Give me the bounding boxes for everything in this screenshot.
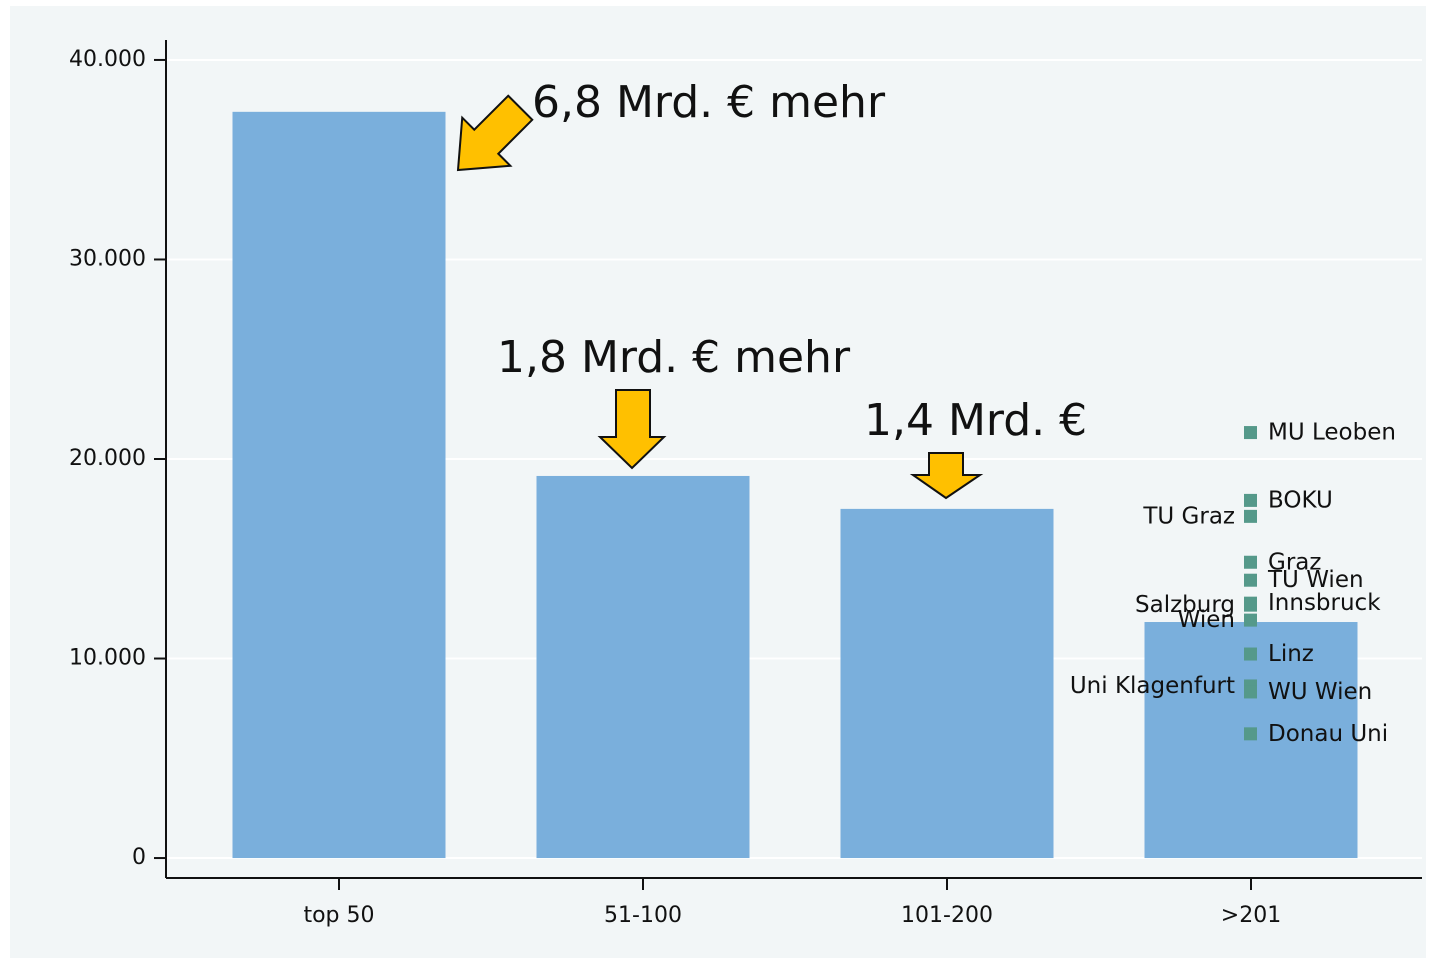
point-label: TU Graz bbox=[1142, 503, 1235, 529]
x-tick-label: 101-200 bbox=[901, 903, 993, 928]
point-label: Donau Uni bbox=[1268, 721, 1388, 747]
x-tick-label: 51-100 bbox=[604, 903, 682, 928]
point-label: Wien bbox=[1178, 607, 1235, 633]
y-tick-label: 20.000 bbox=[69, 446, 146, 471]
point-label: TU Wien bbox=[1267, 567, 1364, 593]
point-label: Salzburg bbox=[1135, 592, 1235, 618]
arrow bbox=[597, 389, 667, 470]
bar bbox=[232, 111, 446, 859]
point bbox=[1244, 727, 1257, 741]
arrow bbox=[456, 94, 534, 172]
point-label: Innsbruck bbox=[1268, 590, 1381, 616]
x-tick-label: >201 bbox=[1221, 903, 1281, 928]
point bbox=[1244, 573, 1257, 587]
point-label: Graz bbox=[1268, 549, 1321, 575]
point bbox=[1244, 685, 1257, 699]
point-label: WU Wien bbox=[1268, 679, 1372, 705]
y-tick-label: 0 bbox=[132, 845, 146, 870]
point bbox=[1244, 555, 1257, 569]
arrow bbox=[909, 452, 984, 500]
y-tick-label: 40.000 bbox=[69, 47, 146, 72]
annotation: 1,4 Mrd. € bbox=[864, 395, 1087, 446]
x-tick-label: top 50 bbox=[303, 903, 374, 928]
point-label: Linz bbox=[1268, 641, 1314, 667]
point bbox=[1244, 598, 1257, 612]
point bbox=[1244, 493, 1257, 507]
point-label: MU Leoben bbox=[1268, 420, 1396, 446]
point bbox=[1244, 509, 1257, 523]
y-tick-label: 10.000 bbox=[69, 646, 146, 671]
annotation: 1,8 Mrd. € mehr bbox=[497, 332, 851, 383]
point bbox=[1244, 426, 1257, 440]
point-label: BOKU bbox=[1268, 487, 1333, 513]
y-tick-label: 30.000 bbox=[69, 246, 146, 271]
point-label: Uni Klagenfurt bbox=[1070, 673, 1235, 699]
annotation: 6,8 Mrd. € mehr bbox=[532, 77, 886, 128]
bar bbox=[536, 475, 750, 859]
bar bbox=[840, 508, 1054, 859]
point bbox=[1244, 613, 1257, 627]
point bbox=[1244, 647, 1257, 661]
